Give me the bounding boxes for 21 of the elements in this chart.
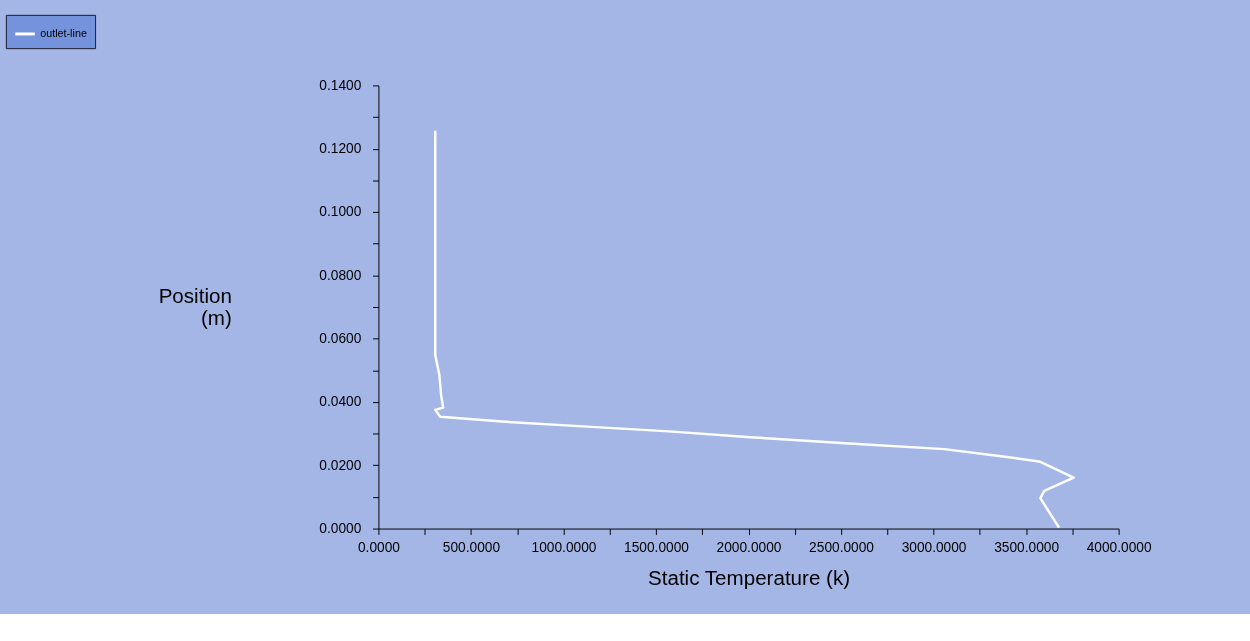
y-tick-label: 0.1200 [319,141,362,157]
x-tick-label: 1500.0000 [624,539,690,555]
legend-label: outlet-line [40,26,87,39]
y-tick-label: 0.0400 [319,394,362,410]
y-tick-label: 0.0000 [319,520,362,536]
x-tick-label: 500.0000 [442,539,501,555]
line-series [434,129,1075,529]
y-tick-label: 0.0800 [319,267,362,283]
y-axis-title: Position (m) [158,283,232,330]
x-tick-label: 3500.0000 [994,539,1060,555]
x-tick-label: 3000.0000 [901,539,967,555]
x-tick-label: 2500.0000 [809,539,875,555]
x-axis-title: Static Temperature (k) [648,565,851,589]
y-tick-label: 0.0600 [319,331,362,347]
x-tick-label: 1000.0000 [531,539,597,555]
x-tick-label: 4000.0000 [1086,539,1152,555]
y-tick-label: 0.0200 [319,457,362,473]
x-tick-label: 0.0000 [357,539,401,555]
y-tick-label: 0.1000 [319,204,362,220]
y-tick-label: 0.1400 [319,77,362,93]
x-tick-label: 2000.0000 [716,539,782,555]
